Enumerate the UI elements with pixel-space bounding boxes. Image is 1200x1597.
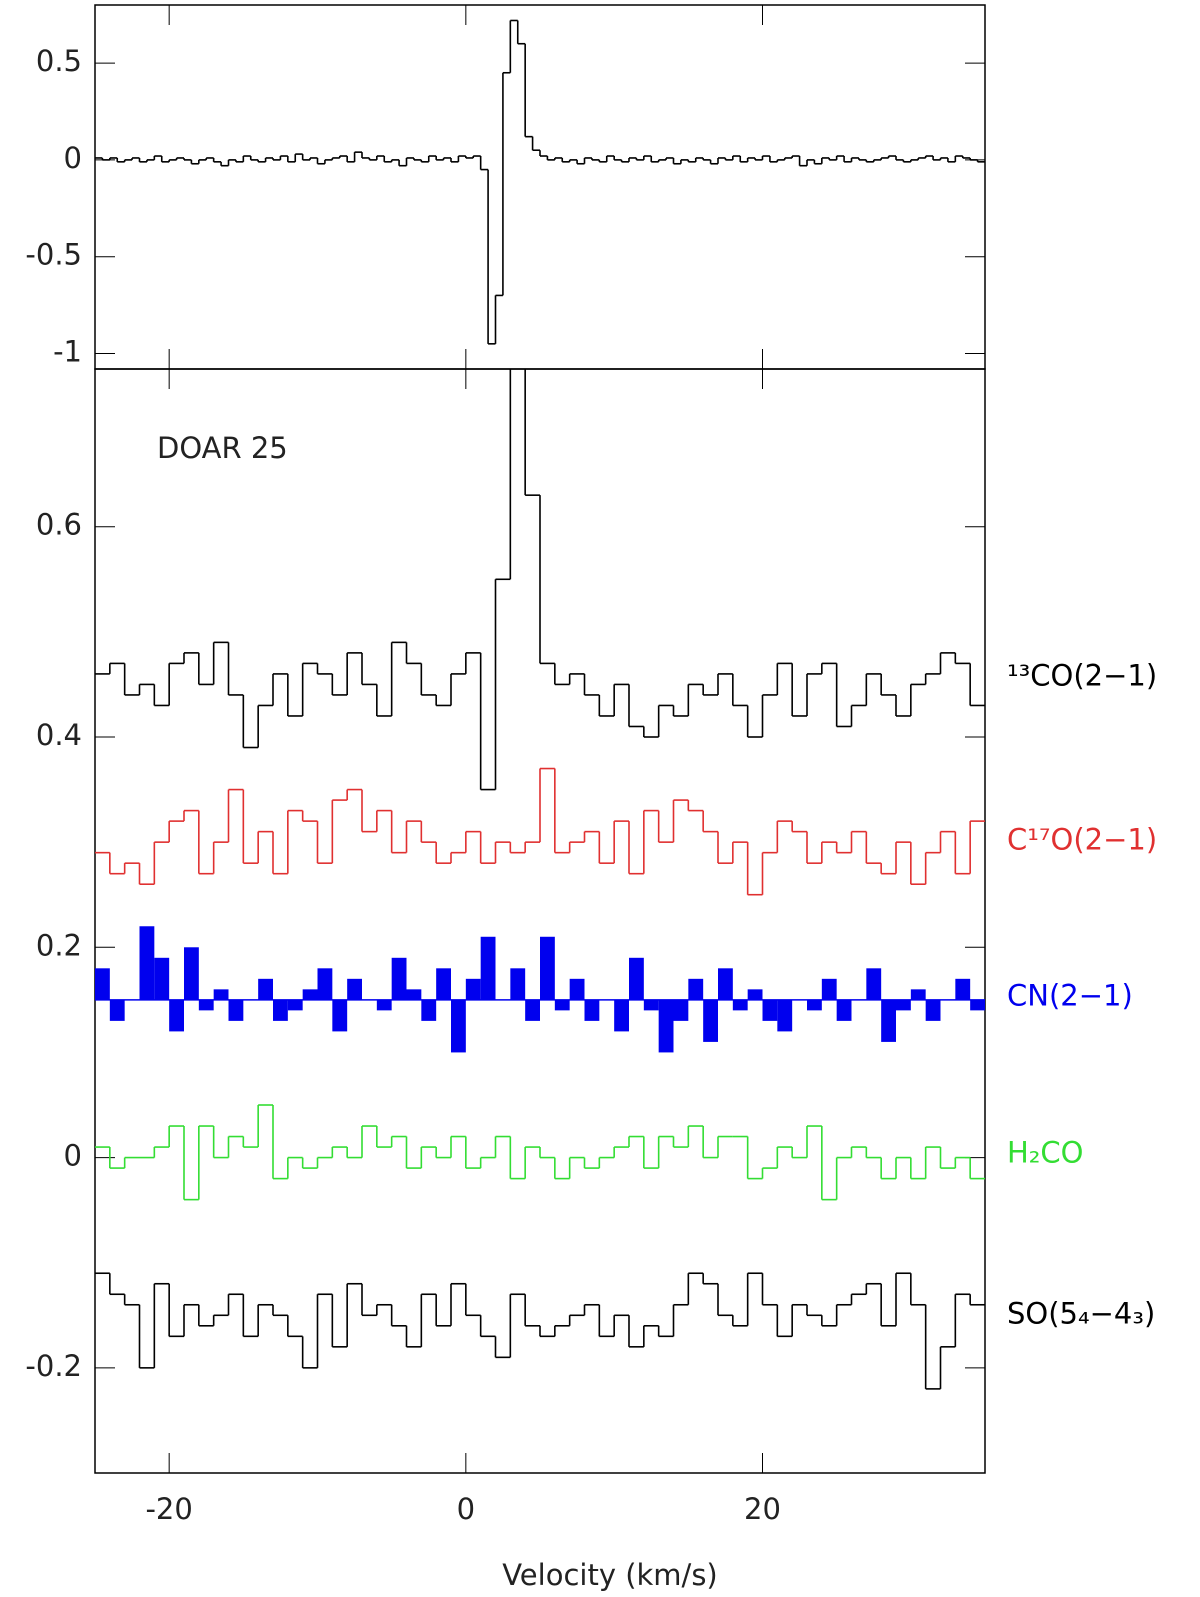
spectrum-bar [421,999,437,1021]
spectrum-bar [732,999,748,1011]
y-tick-label: 0.5 [36,44,82,78]
x-tick-label: 0 [457,1492,475,1526]
spectrum-bar [451,999,466,1053]
y-tick-label: 0 [64,141,82,175]
spectrum-bar [896,999,911,1011]
spectrum-bar [213,989,229,1000]
step-connector [109,768,971,895]
spectrum-bar [925,999,941,1021]
x-tick-label: -20 [145,1492,192,1526]
spectrum-bar [302,989,318,1000]
y-tick-label: -0.5 [25,238,82,272]
spectrum-bar [643,999,659,1011]
series-label: CN(2−1) [1007,978,1133,1012]
spectrum-bar [614,999,629,1032]
y-tick-label: 0.6 [36,508,82,542]
spectrum-bar [480,936,496,1000]
spectrum-bar [347,978,362,1000]
spectrum-bar [391,957,407,1000]
spectrum-bar [955,978,971,1000]
spectrum-bar [198,999,214,1011]
spectrum-bar [569,978,585,1000]
plot-frame [94,368,986,1474]
spectrum-bar [910,989,926,1000]
y-tick-label: 0.2 [36,928,82,962]
annotation: DOAR 25 [157,431,288,465]
spectrum-bar [436,968,451,1000]
spectrum-bar [184,947,199,1000]
spectrum-bar [332,999,348,1032]
spectrum-bar [807,999,822,1011]
spectrum-bar [970,999,985,1011]
spectrum-bar [109,999,125,1021]
spectrum-bar [658,999,674,1053]
y-tick-label: -1 [53,335,82,369]
spectrum-bar [777,999,793,1032]
spectrum-bar [169,999,184,1032]
spectrum-bar [287,999,303,1011]
spectrum-bar [154,957,170,1000]
spectrum-bar [228,999,244,1021]
spectrum-bar [465,978,481,1000]
spectrum-bar [95,968,110,1000]
series-label: ¹³CO(2−1) [1007,659,1157,693]
spectrum-bar [881,999,896,1042]
spectrum-bar [273,999,288,1021]
spectrum-bar [762,999,778,1021]
spectrum-bar [510,968,526,1000]
spectrum-bar [584,999,600,1021]
series-label: C¹⁷O(2−1) [1007,823,1157,857]
step-connector [109,1105,971,1200]
y-tick-label: -0.2 [25,1349,82,1383]
spectrum-bar [629,957,644,1000]
spectrum-bar [540,936,555,1000]
series-label: SO(5₄−4₃) [1007,1297,1155,1331]
spectrum-bar [866,968,882,1000]
plot-area [95,19,985,345]
step-connector [101,20,979,344]
y-tick-label: 0 [64,1139,82,1173]
spectrum-bar [703,999,718,1042]
spectrum-bar [258,978,273,1000]
spectrum-bar [747,989,763,1000]
plot-area [95,369,985,1390]
spectrum-bar [836,999,852,1021]
spectrum-bar [525,999,540,1021]
x-axis-label: Velocity (km/s) [502,1558,718,1592]
spectrum-bar [688,978,704,1000]
spectrum-bar [139,926,155,1000]
spectrum-bar [673,999,689,1021]
series-label: H₂CO [1007,1135,1084,1169]
plot-frame [94,4,986,370]
y-tick-label: 0.4 [36,718,82,752]
spectrum-bar [821,978,837,1000]
step-connector [109,1273,971,1389]
spectrum-bar [406,989,422,1000]
spectrum-bar [376,999,392,1011]
spectrum-bar [718,968,733,1000]
spectrum-bar [317,968,333,1000]
step-connector [109,369,971,790]
spectrum-bar [554,999,570,1011]
x-tick-label: 20 [744,1492,781,1526]
